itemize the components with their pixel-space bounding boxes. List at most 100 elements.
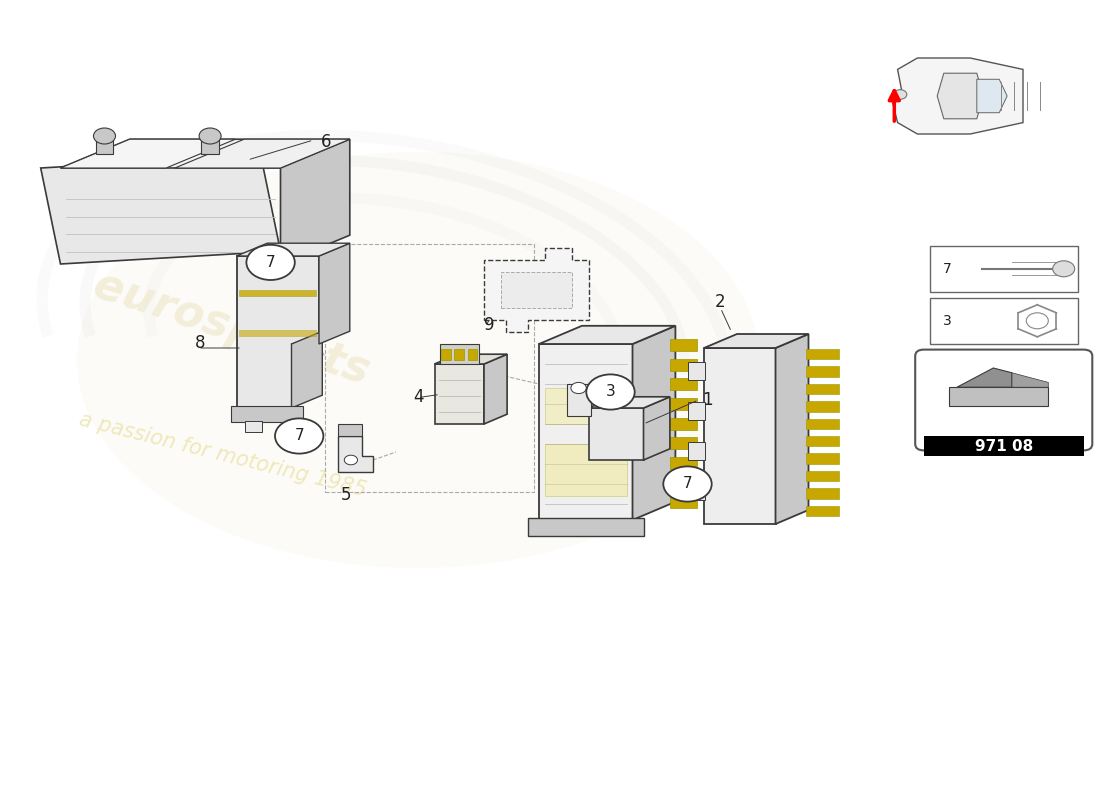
Text: 7: 7 [295,429,304,443]
Bar [688,482,705,500]
Circle shape [571,382,586,394]
Bar [688,442,705,460]
Text: 2: 2 [715,294,726,311]
Circle shape [1053,261,1075,277]
Text: a passion for motoring 1985: a passion for motoring 1985 [77,409,368,500]
Polygon shape [338,436,373,472]
Text: 1: 1 [702,391,713,409]
Circle shape [94,128,115,144]
Polygon shape [500,272,572,308]
Text: 8: 8 [195,334,206,352]
Polygon shape [319,243,350,344]
Bar [441,349,451,360]
Circle shape [893,90,906,99]
FancyBboxPatch shape [924,436,1084,456]
Circle shape [275,418,323,454]
Circle shape [246,245,295,280]
Polygon shape [539,326,675,344]
FancyBboxPatch shape [930,246,1078,292]
Polygon shape [1012,373,1048,387]
Polygon shape [280,139,350,264]
Polygon shape [632,326,675,520]
Circle shape [199,128,221,144]
Ellipse shape [77,152,759,568]
Polygon shape [977,79,1008,113]
Text: 4: 4 [414,388,425,406]
Text: 3: 3 [943,314,951,328]
Text: 6: 6 [321,133,332,150]
Bar [670,398,697,410]
Bar [806,488,839,498]
Bar [670,339,697,351]
Bar [688,402,705,420]
Bar [239,290,316,296]
Text: 971 08: 971 08 [976,439,1033,454]
Bar [806,506,839,516]
Bar [806,436,839,446]
FancyBboxPatch shape [915,350,1092,450]
Polygon shape [957,368,1012,387]
Polygon shape [484,354,507,424]
Bar [454,349,464,360]
Bar [670,437,697,449]
Circle shape [344,455,358,465]
Polygon shape [704,348,776,524]
Polygon shape [41,155,280,264]
Polygon shape [434,354,507,364]
Bar [670,358,697,370]
Bar [239,330,316,336]
Bar [806,384,839,394]
Bar [96,136,113,154]
Polygon shape [175,139,350,168]
Bar [231,406,302,422]
Circle shape [586,374,635,410]
Polygon shape [588,408,643,460]
Circle shape [663,466,712,502]
Bar [806,366,839,377]
Text: 5: 5 [341,486,352,504]
Polygon shape [539,344,632,520]
Polygon shape [949,387,1048,406]
Bar [670,378,697,390]
Polygon shape [484,248,588,332]
Polygon shape [937,74,983,118]
Polygon shape [60,139,350,168]
Bar [440,344,478,364]
Bar [806,402,839,411]
Polygon shape [644,397,670,460]
Text: 7: 7 [266,255,275,270]
Text: 9: 9 [484,315,495,334]
Bar [528,518,644,536]
Bar [670,418,697,430]
Bar [468,349,477,360]
Polygon shape [434,364,484,424]
Bar [544,444,627,496]
Text: 7: 7 [683,477,692,491]
Polygon shape [60,139,235,168]
Bar [566,384,591,416]
Bar [806,454,839,464]
Polygon shape [236,243,350,256]
Bar [806,470,839,482]
Text: eurospar ts: eurospar ts [88,263,375,393]
Text: 3: 3 [606,385,615,399]
Polygon shape [704,334,808,348]
Polygon shape [776,334,808,524]
Polygon shape [891,58,1023,134]
Bar [670,476,697,488]
Bar [338,424,362,436]
Bar [806,349,839,359]
Text: 7: 7 [943,262,951,276]
Polygon shape [236,256,319,408]
Bar [806,418,839,429]
Bar [670,496,697,508]
Bar [245,421,262,432]
FancyBboxPatch shape [930,298,1078,344]
Bar [688,362,705,380]
Bar [201,136,219,154]
Bar [544,388,627,424]
Bar [670,457,697,469]
Polygon shape [588,397,670,408]
Circle shape [1026,313,1048,329]
Polygon shape [292,331,322,408]
